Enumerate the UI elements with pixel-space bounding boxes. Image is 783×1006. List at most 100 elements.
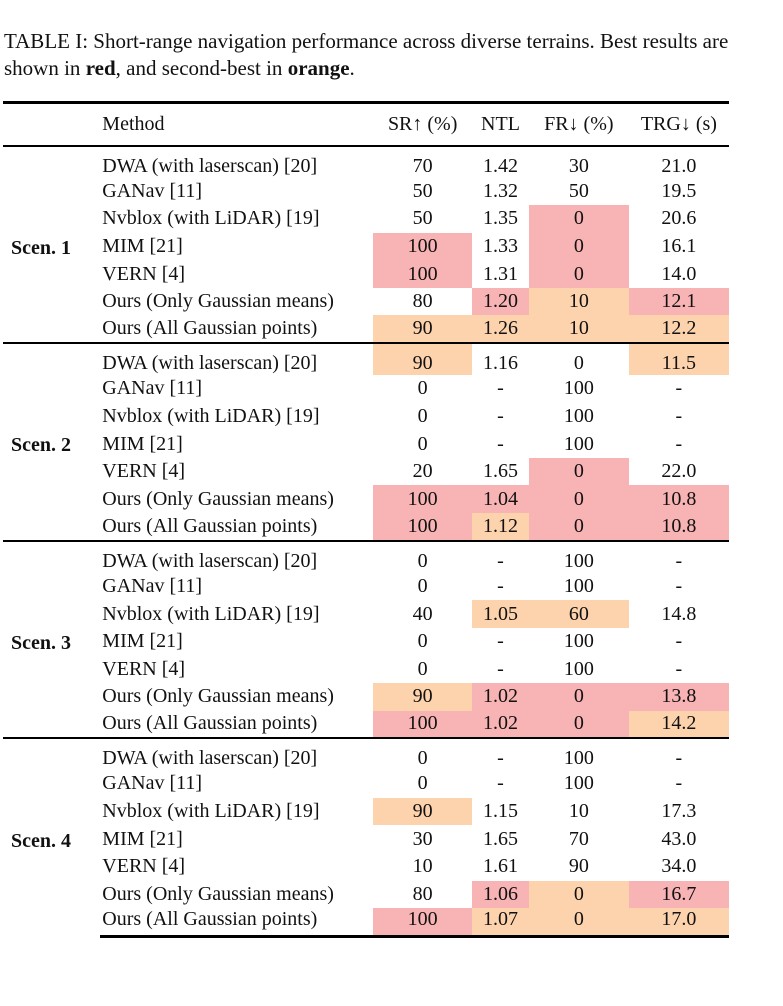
trg-cell: - bbox=[628, 539, 729, 573]
fr-cell: 100 bbox=[563, 630, 594, 653]
method-cell: Nvblox (with LiDAR) [19] bbox=[102, 404, 320, 427]
sr-cell: 100 bbox=[373, 232, 473, 261]
method-cell: DWA (with laserscan) [20] bbox=[100, 737, 374, 771]
method-cell: Ours (Only Gaussian means) bbox=[102, 487, 334, 510]
ntl-cell: 1.07 bbox=[472, 908, 529, 939]
ntl-cell: 1.12 bbox=[472, 513, 529, 541]
ntl-cell: 1.02 bbox=[472, 683, 529, 711]
trg-cell: 22.0 bbox=[661, 460, 697, 483]
method-cell: DWA (with laserscan) [20] bbox=[100, 539, 374, 573]
method-cell: MIM [21] bbox=[102, 630, 183, 653]
ntl-cell: - bbox=[472, 737, 529, 771]
ntl-cell: 1.42 bbox=[482, 154, 518, 177]
sr-cell: 0 bbox=[373, 737, 473, 771]
table-row: Ours (All Gaussian points) 100 1.12 0 10.8 bbox=[3, 513, 729, 541]
ntl-cell: 1.31 bbox=[482, 262, 518, 285]
scenario-label: Scen. 2 bbox=[3, 342, 101, 541]
method-cell: GANav [11] bbox=[102, 179, 203, 202]
scenario-label: Scen. 1 bbox=[11, 236, 71, 259]
table-row: Scen. 1 DWA (with laserscan) [20] 70 1.42 30… bbox=[3, 146, 729, 259]
table-row: Nvblox (with LiDAR) [19] 0 - 100 - bbox=[3, 403, 729, 431]
trg-cell: 16.7 bbox=[628, 880, 729, 909]
trg-cell: - bbox=[675, 432, 683, 455]
trg-cell: 14.2 bbox=[628, 710, 729, 739]
caption-second-word: orange bbox=[287, 56, 350, 80]
fr-cell: 100 bbox=[563, 657, 594, 680]
sr-cell: 30 bbox=[412, 827, 433, 850]
method-cell: GANav [11] bbox=[102, 574, 203, 597]
sr-cell: 100 bbox=[373, 908, 473, 939]
fr-cell: 0 bbox=[528, 513, 629, 541]
ntl-cell: 1.20 bbox=[472, 287, 529, 316]
table-row: Ours (Only Gaussian means) 90 1.02 0 13.8 bbox=[3, 683, 729, 711]
table-row: GANav [11] 0 - 100 - bbox=[3, 770, 729, 798]
sr-cell: 0 bbox=[417, 404, 428, 427]
fr-cell: 100 bbox=[563, 574, 594, 597]
table-row: MIM [21] 30 1.65 70 43.0 bbox=[3, 825, 729, 853]
sr-cell: 0 bbox=[417, 772, 428, 795]
method-cell: Ours (All Gaussian points) bbox=[100, 908, 374, 939]
table-row: VERN [4] 0 - 100 - bbox=[3, 655, 729, 683]
fr-cell: 0 bbox=[528, 342, 629, 376]
table-row: Scen. 4 DWA (with laserscan) [20] 0-100- bbox=[3, 737, 729, 937]
trg-cell: - bbox=[675, 404, 683, 427]
results-table: Method SR↑ (%) NTL FR↓ (%) TRG↓ (s) Scen… bbox=[3, 101, 729, 939]
table-row: Ours (Only Gaussian means) 80 1.06 0 16.7 bbox=[3, 880, 729, 909]
trg-cell: 17.0 bbox=[628, 908, 729, 939]
table-body: Scen. 1 DWA (with laserscan) [20] 70 1.42 30… bbox=[3, 146, 729, 939]
ntl-cell: - bbox=[497, 377, 504, 400]
sr-cell: 90 bbox=[373, 683, 473, 711]
trg-cell: - bbox=[675, 630, 683, 653]
trg-cell: - bbox=[675, 377, 683, 400]
method-cell: VERN [4] bbox=[102, 855, 186, 878]
sr-cell: 10 bbox=[412, 855, 433, 878]
method-cell: Ours (All Gaussian points) bbox=[102, 712, 318, 735]
fr-cell: 50 bbox=[568, 179, 589, 202]
trg-cell: 10.8 bbox=[628, 513, 729, 541]
table-row: Ours (All Gaussian points) 100 1.02 0 14.2 bbox=[3, 710, 729, 739]
fr-cell: 0 bbox=[528, 880, 629, 909]
sr-cell: 100 bbox=[373, 260, 473, 288]
caption-text: TABLE I: Short-range navigation performa… bbox=[4, 29, 729, 80]
ntl-cell: 1.06 bbox=[472, 880, 529, 909]
sr-cell: 100 bbox=[373, 513, 473, 541]
trg-cell: 19.5 bbox=[661, 179, 697, 202]
method-cell: MIM [21] bbox=[102, 432, 183, 455]
fr-cell: 60 bbox=[528, 600, 629, 628]
sr-cell: 90 bbox=[373, 797, 473, 826]
sr-cell: 0 bbox=[417, 630, 428, 653]
fr-cell: 100 bbox=[563, 772, 594, 795]
method-cell: VERN [4] bbox=[102, 262, 186, 285]
scenario-label: Scen. 3 bbox=[3, 539, 101, 739]
sr-cell: 20 bbox=[412, 460, 433, 483]
sr-cell: 80 bbox=[412, 290, 433, 313]
ntl-cell: 1.05 bbox=[472, 600, 529, 628]
ntl-cell: - bbox=[497, 404, 504, 427]
ntl-cell: - bbox=[497, 574, 504, 597]
method-cell: Ours (All Gaussian points) bbox=[102, 317, 318, 340]
trg-cell: 43.0 bbox=[661, 827, 697, 850]
table-row: Ours (All Gaussian points) 100 1.07 0 17.0 bbox=[3, 908, 729, 939]
sr-cell: 100 bbox=[373, 710, 473, 739]
header-trg: TRG↓ (s) bbox=[640, 112, 717, 135]
trg-cell: 12.1 bbox=[628, 287, 729, 316]
ntl-cell: 1.65 bbox=[482, 460, 518, 483]
table-row: GANav [11] 0 - 100 - bbox=[3, 573, 729, 601]
table-row: VERN [4] 100 1.31 0 14.0 bbox=[3, 260, 729, 288]
table-row: Ours (Only Gaussian means) 100 1.04 0 10.8 bbox=[3, 485, 729, 514]
header-fr: FR↓ (%) bbox=[544, 112, 614, 135]
sr-cell: 100 bbox=[373, 485, 473, 514]
sr-cell: 70 bbox=[412, 154, 433, 177]
ntl-cell: 1.04 bbox=[472, 485, 529, 514]
trg-cell: 34.0 bbox=[661, 855, 697, 878]
trg-cell: 13.8 bbox=[628, 683, 729, 711]
fr-cell: 0 bbox=[528, 908, 629, 939]
trg-cell: - bbox=[628, 737, 729, 771]
header-row: Method SR↑ (%) NTL FR↓ (%) TRG↓ (s) bbox=[3, 102, 729, 146]
method-cell: GANav [11] bbox=[102, 772, 203, 795]
sr-cell: 0 bbox=[417, 574, 428, 597]
table-row: GANav [11] 0 - 100 - bbox=[3, 375, 729, 403]
table-row: Nvblox (with LiDAR) [19] 90 1.15 10 17.3 bbox=[3, 797, 729, 826]
header-ntl: NTL bbox=[481, 112, 520, 135]
table-row: Nvblox (with LiDAR) [19] 50 1.35 0 20.6 bbox=[3, 205, 729, 233]
